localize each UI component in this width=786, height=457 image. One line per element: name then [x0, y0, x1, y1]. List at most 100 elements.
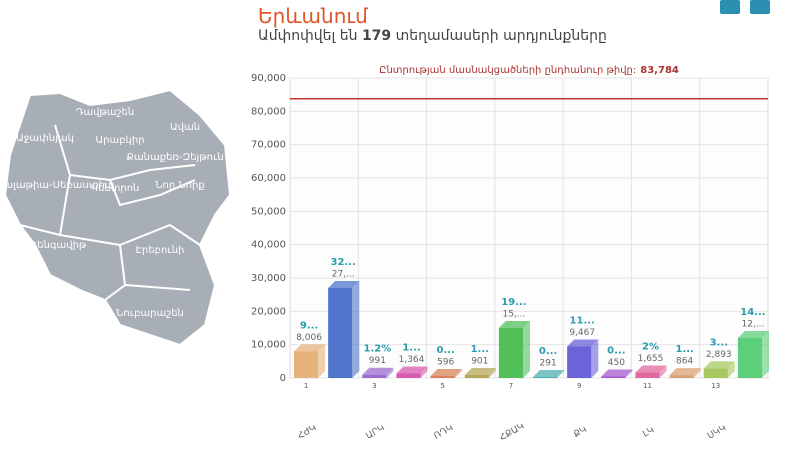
bar-top	[567, 339, 599, 347]
district-label: Նուբարաշեն	[116, 308, 184, 319]
bar	[430, 376, 455, 378]
refresh-button[interactable]	[750, 0, 770, 14]
bar-top	[601, 369, 633, 377]
home-button[interactable]	[720, 0, 740, 14]
precinct-count: 179	[361, 28, 392, 44]
bar-side	[659, 365, 667, 378]
bar-top	[703, 361, 735, 369]
bar-top	[737, 331, 769, 338]
party-label: ՔԿ	[572, 425, 589, 440]
reference-label-value: 83,784	[640, 65, 679, 76]
x-tick-label: 3	[372, 382, 376, 390]
bar-top	[669, 368, 701, 376]
district-borders	[19, 124, 201, 301]
y-tick-label: 20,000	[251, 306, 286, 317]
bar	[498, 328, 523, 378]
district-label: Քանաքեռ-Զեյթուն	[126, 152, 223, 163]
percent-label: 32...	[331, 257, 356, 268]
party-label: ՀՔԱԿ	[498, 421, 526, 443]
bar-side	[318, 344, 326, 378]
value-label: 27,...	[332, 270, 355, 280]
bar	[669, 375, 694, 378]
map-shape	[3, 88, 232, 347]
percent-label: 9...	[300, 320, 318, 331]
bar-top	[430, 369, 462, 377]
bar	[362, 374, 387, 378]
value-label: 8,006	[296, 333, 322, 343]
x-tick-label: 11	[643, 382, 652, 390]
y-tick-label: 70,000	[251, 140, 286, 151]
x-tick-label: 7	[509, 382, 513, 390]
value-label: 291	[539, 359, 556, 369]
bar-side	[727, 361, 735, 378]
bar	[533, 377, 558, 378]
value-label: 864	[676, 357, 693, 367]
subtitle-text: Ամփոփվել են	[258, 28, 358, 44]
y-tick-label: 30,000	[251, 273, 286, 284]
district-label: Կենտրոն	[91, 183, 140, 194]
percent-label: 0...	[539, 346, 557, 357]
bar-top	[362, 367, 394, 375]
party-label: ՍԿԿ	[706, 423, 728, 442]
bar-side	[386, 367, 394, 378]
value-label: 1,364	[399, 355, 425, 365]
district-label: Նոր Նորք	[155, 180, 204, 191]
title: Երևանում	[258, 4, 368, 28]
percent-label: 1...	[471, 344, 489, 355]
bar-side	[625, 369, 633, 378]
reference-label-text: Ընտրության մասնակցածների ընդհանուր թիվը:	[379, 65, 636, 76]
district-label: Էրեբունի	[136, 245, 185, 256]
value-label: 596	[437, 358, 454, 368]
bar-top	[328, 281, 360, 288]
value-label: 991	[369, 356, 386, 366]
bar-side	[420, 366, 428, 378]
bar-side	[557, 370, 565, 378]
party-label: ՌԴԿ	[433, 423, 456, 442]
district-label: Մալաթիա-Սեբաստիա	[0, 180, 115, 191]
district-label: Ավան	[170, 122, 200, 133]
y-tick-label: 60,000	[251, 173, 286, 184]
percent-label: 1...	[402, 342, 420, 353]
bar	[294, 351, 319, 378]
x-tick-label: 1	[304, 382, 308, 390]
bar	[601, 376, 626, 378]
x-tick-label: 9	[577, 382, 581, 390]
value-label: 9,467	[569, 328, 595, 338]
subtitle: Ամփոփվել են 179 տեղամասերի արդյունքները	[258, 28, 607, 44]
bar	[737, 338, 762, 378]
percent-label: 1...	[675, 344, 693, 355]
bar	[567, 346, 592, 378]
bar-side	[693, 368, 701, 378]
value-label: 901	[471, 356, 488, 366]
bar	[396, 373, 421, 378]
percent-label: 1.2%	[363, 344, 391, 355]
value-label: 2,893	[706, 350, 732, 360]
percent-label: 11...	[570, 315, 595, 326]
bar-top	[464, 367, 496, 375]
y-tick-label: 40,000	[251, 240, 286, 251]
reference-label: Ընտրության մասնակցածների ընդհանուր թիվը:…	[379, 65, 679, 76]
bar-side	[488, 367, 496, 378]
bar-top	[294, 344, 326, 352]
y-tick-label: 90,000	[251, 73, 286, 84]
district-label: Արաբկիր	[95, 135, 144, 146]
bar-top	[396, 366, 428, 374]
y-tick-label: 10,000	[251, 340, 286, 351]
bar	[703, 368, 728, 378]
district-label: Շենգավիթ	[30, 240, 87, 251]
bar-top	[533, 370, 565, 378]
bar	[464, 374, 489, 378]
percent-label: 3...	[710, 337, 728, 348]
bar	[328, 288, 353, 378]
district-label: Աջափնյակ	[16, 133, 74, 144]
bar-side	[352, 281, 360, 378]
percent-label: 0...	[607, 346, 625, 357]
party-label: ԼԿ	[641, 425, 656, 439]
value-label: 1,655	[638, 354, 664, 364]
subtitle-text: տեղամասերի արդյունքները	[395, 28, 607, 44]
value-label: 15,...	[502, 310, 525, 320]
value-label: 12,...	[741, 320, 764, 330]
percent-label: 0...	[436, 345, 454, 356]
